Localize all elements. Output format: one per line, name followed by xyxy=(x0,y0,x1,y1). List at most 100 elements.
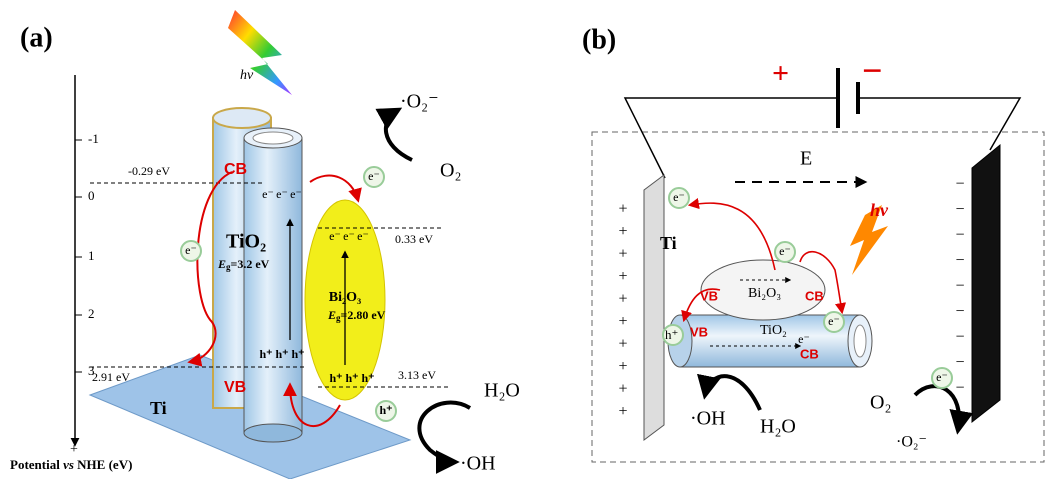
electron: e⁻ xyxy=(276,187,288,201)
axis-tick-label: 0 xyxy=(88,188,95,203)
electron: e⁻ xyxy=(368,169,380,183)
electron: e⁻ xyxy=(828,314,840,328)
band-arrows xyxy=(286,218,349,365)
electron: e⁻ xyxy=(673,190,685,204)
tio2-label: TiO₂ xyxy=(760,323,787,338)
plus-sign: + xyxy=(618,223,627,240)
light-bolt xyxy=(228,10,292,95)
plus-sign: + xyxy=(618,381,627,398)
ti-electrode xyxy=(643,174,665,441)
cb-label: CB xyxy=(800,346,819,361)
axis-tick-label: 1 xyxy=(88,248,95,263)
band-gap: Eg=2.80 eV xyxy=(327,308,386,323)
axis-title-part: vs xyxy=(63,457,74,472)
hole: h⁺ xyxy=(345,371,358,385)
minus-sign: − xyxy=(955,201,964,218)
level-label: -0.29 eV xyxy=(128,164,170,178)
minus-sign: − xyxy=(955,252,964,269)
axis-title-part: Potential xyxy=(10,457,63,472)
minus-sign: − xyxy=(955,354,964,371)
reaction-arrows xyxy=(375,107,472,474)
electron: e⁻ xyxy=(357,229,369,243)
level-label: 2.91 eV xyxy=(92,370,130,384)
electron: e⁻ xyxy=(290,187,302,201)
transfer-arrows xyxy=(681,198,847,323)
plus-sign: + xyxy=(618,246,627,263)
hole: h⁺ xyxy=(329,371,342,385)
electron: e⁻ xyxy=(343,229,355,243)
panel-b: (b) + − E Ti hv Bi₂O₃ VB CB TiO₂ VB CB h… xyxy=(582,24,1045,463)
minus-sign: − xyxy=(955,329,964,346)
axis-tick-label: 2 xyxy=(88,306,95,321)
axis-ticks xyxy=(75,139,82,373)
electron: e⁻ xyxy=(185,243,197,257)
minus-sign: − xyxy=(955,303,964,320)
minus-sign: − xyxy=(955,278,964,295)
hole: h⁺ xyxy=(665,327,678,342)
transfer-arrows xyxy=(187,171,362,427)
substrate-label: Ti xyxy=(150,398,167,418)
superoxide: ·O₂⁻ xyxy=(896,434,927,451)
hole: h⁺ xyxy=(259,347,272,361)
band-arrows xyxy=(710,277,802,349)
band-gap-part: =2.80 eV xyxy=(341,308,386,322)
electron: e⁻ xyxy=(779,244,791,258)
carrier-circles xyxy=(180,166,397,422)
electron: e⁻ xyxy=(262,187,274,201)
panel-label: (a) xyxy=(20,22,53,53)
counter-electrode xyxy=(971,143,1001,424)
minus-sign: − xyxy=(955,227,964,244)
axis-tick-label: 3 xyxy=(88,363,95,378)
electron: e⁻ xyxy=(936,370,948,384)
axis-tick-label: -1 xyxy=(88,131,99,146)
light-label: hv xyxy=(240,68,254,83)
panel-a: (a) hv ·O₂⁻ O₂ -1 0 1 2 3 + Potential vs… xyxy=(10,10,520,479)
hole: h⁺ xyxy=(361,371,374,385)
band-gap-part: E xyxy=(217,257,226,271)
water: H₂O xyxy=(760,416,796,438)
band-gap-part: =3.2 eV xyxy=(231,257,270,271)
axis-title-part: NHE (eV) xyxy=(74,457,133,472)
band-gap-part: g xyxy=(226,262,231,272)
reaction-arrows xyxy=(697,373,974,435)
level-label: 3.13 eV xyxy=(398,368,436,382)
cb-label: CB xyxy=(224,161,247,178)
tio2-label: TiO₂ xyxy=(226,231,266,253)
hole: h⁺ xyxy=(379,403,392,417)
hydroxyl: ·OH xyxy=(690,408,726,430)
vb-label: VB xyxy=(700,288,718,303)
plus-sign: + xyxy=(618,403,627,420)
light-label: hv xyxy=(870,200,889,220)
plus-sign: + xyxy=(618,336,627,353)
level-label: 0.33 eV xyxy=(395,232,433,246)
panel-label: (b) xyxy=(582,24,616,55)
bi2o3-label: Bi₂O₃ xyxy=(329,290,362,305)
plus-sign: + xyxy=(618,358,627,375)
band-gap-part: E xyxy=(327,308,336,322)
battery-plus: + xyxy=(772,57,789,90)
substrate-label: Ti xyxy=(660,233,677,253)
wire xyxy=(858,97,1022,151)
bi2o3-label: Bi₂O₃ xyxy=(748,286,781,301)
axis-title: Potential vs NHE (eV) xyxy=(10,457,132,472)
plus-sign: + xyxy=(618,291,627,308)
hydroxyl: ·OH xyxy=(460,453,496,475)
wire xyxy=(623,97,838,179)
water: H₂O xyxy=(484,380,520,402)
electron: e⁻ xyxy=(798,332,810,346)
axis-plus: + xyxy=(70,442,78,457)
vb-label: VB xyxy=(690,324,708,339)
hole: h⁺ xyxy=(291,347,304,361)
plus-sign: + xyxy=(618,268,627,285)
cell-border xyxy=(591,131,1045,463)
light-bolt xyxy=(850,205,888,275)
bi2o3-particle xyxy=(700,259,826,321)
field-label: E xyxy=(800,148,812,170)
band-gap-part: g xyxy=(336,313,341,323)
plus-sign: + xyxy=(618,313,627,330)
electron: e⁻ xyxy=(329,229,341,243)
band-gap: Eg=3.2 eV xyxy=(217,257,270,272)
oxygen: O₂ xyxy=(440,160,461,182)
oxygen: O₂ xyxy=(870,392,891,414)
